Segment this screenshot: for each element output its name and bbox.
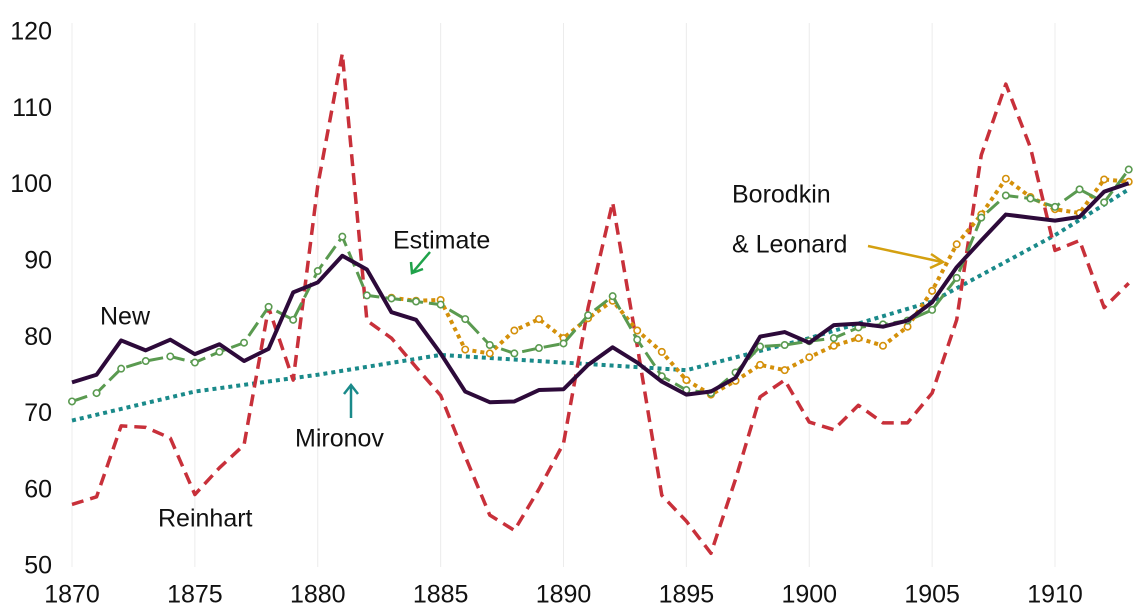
marker [657, 347, 666, 356]
series-line [71, 51, 1130, 556]
y-tick-label: 120 [10, 18, 52, 46]
marker [264, 302, 273, 311]
marker [362, 291, 371, 300]
marker [68, 397, 77, 406]
marker [240, 338, 249, 347]
y-tick-label: 70 [24, 399, 52, 427]
annotation: Reinhart [158, 505, 253, 533]
marker [1026, 194, 1035, 203]
annotation: Mironov [295, 425, 384, 453]
x-tick-label: 1895 [659, 581, 715, 609]
marker [313, 267, 322, 276]
x-tick-label: 1910 [1027, 581, 1083, 609]
marker [928, 305, 937, 314]
marker [215, 347, 224, 356]
marker [92, 389, 101, 398]
y-tick-label: 80 [24, 323, 52, 351]
x-tick-label: 1875 [167, 581, 223, 609]
marker [682, 376, 691, 385]
y-tick-label: 100 [10, 170, 52, 198]
annotation: & Leonard [732, 231, 847, 259]
marker [1001, 191, 1010, 200]
x-tick-label: 1900 [781, 581, 837, 609]
marker [584, 311, 593, 320]
y-tick-label: 60 [24, 475, 52, 503]
marker [461, 345, 470, 354]
x-tick-label: 1890 [536, 581, 592, 609]
marker [633, 335, 642, 344]
y-tick-label: 90 [24, 246, 52, 274]
marker [412, 297, 421, 306]
marker [756, 342, 765, 351]
x-tick-label: 1905 [904, 581, 960, 609]
marker [510, 349, 519, 358]
marker [1075, 185, 1084, 194]
marker [829, 334, 838, 343]
marker [952, 240, 961, 249]
marker [534, 344, 543, 353]
marker [461, 315, 470, 324]
marker [1100, 175, 1109, 184]
marker [141, 357, 150, 366]
marker [952, 273, 961, 282]
series-line [71, 181, 1130, 405]
marker [928, 286, 937, 295]
x-tick-label: 1885 [413, 581, 469, 609]
arrow [867, 244, 946, 270]
series-line [71, 187, 1130, 423]
marker [878, 341, 887, 350]
y-tick-label: 110 [12, 94, 52, 122]
grid: 50 60 70 80 90 100 110 120 1870 1875 1880 1885 1890 1… [10, 18, 1083, 609]
marker [485, 341, 494, 350]
annotation: Borodkin [732, 181, 831, 209]
arrow [409, 251, 431, 275]
marker [338, 232, 347, 241]
marker [854, 334, 863, 343]
marker [166, 352, 175, 361]
marker [780, 366, 789, 375]
annotation: New [100, 303, 151, 331]
marker [1100, 198, 1109, 207]
marker [608, 292, 617, 301]
x-tick-label: 1880 [290, 581, 346, 609]
marker [1124, 165, 1133, 174]
marker [190, 358, 199, 367]
plot-area [68, 51, 1133, 556]
marker [1001, 174, 1010, 183]
x-tick-label: 1870 [44, 581, 100, 609]
series-line [71, 168, 1130, 403]
arrow [343, 382, 359, 418]
marker [1051, 202, 1060, 211]
marker [117, 364, 126, 373]
marker [780, 341, 789, 350]
marker [510, 326, 519, 335]
marker [289, 315, 298, 324]
marker [977, 213, 986, 222]
y-tick-label: 50 [24, 552, 52, 580]
marker [829, 341, 838, 350]
marker [756, 360, 765, 369]
marker [534, 315, 543, 324]
marker [387, 294, 396, 303]
marker [485, 349, 494, 358]
marker [805, 353, 814, 362]
marker [559, 339, 568, 348]
marker [436, 300, 445, 309]
annotation: Estimate [393, 227, 490, 255]
marker [633, 326, 642, 335]
